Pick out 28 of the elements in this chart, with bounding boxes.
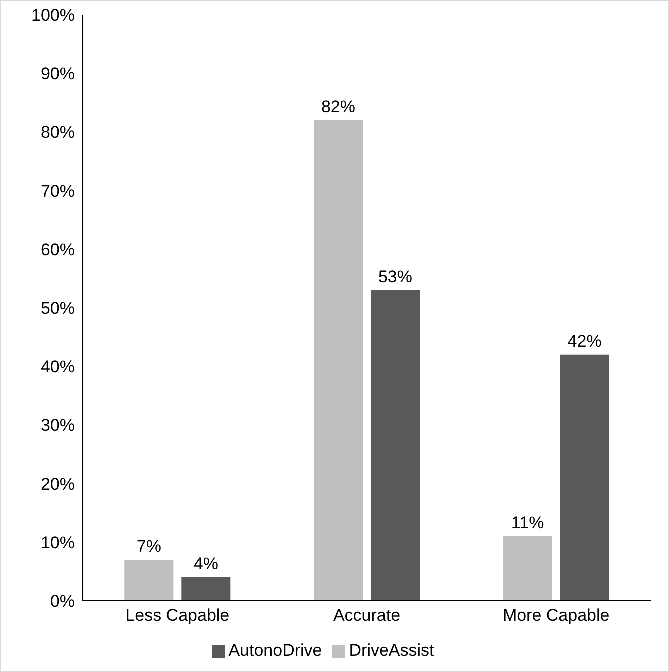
bar bbox=[560, 354, 610, 601]
y-tick-label: 70% bbox=[40, 182, 75, 201]
data-label: 42% bbox=[568, 332, 602, 351]
data-label: 11% bbox=[511, 514, 544, 533]
x-tick-label: Accurate bbox=[333, 606, 401, 626]
bar bbox=[314, 120, 363, 601]
x-tick-label: More Capable bbox=[502, 606, 610, 626]
data-label: 7% bbox=[136, 536, 162, 556]
x-tick-label: Less Capable bbox=[126, 606, 230, 626]
bar bbox=[182, 578, 231, 601]
data-label: 82% bbox=[321, 97, 356, 116]
data-label: 53% bbox=[378, 267, 412, 286]
y-tick-label: 0% bbox=[50, 592, 75, 612]
legend-label: DriveAssist bbox=[349, 641, 434, 660]
y-tick-label: 80% bbox=[40, 123, 75, 142]
data-label: 4% bbox=[194, 554, 218, 574]
y-tick-label: 20% bbox=[40, 474, 75, 494]
bar bbox=[124, 560, 174, 601]
y-tick-label: 90% bbox=[40, 64, 75, 84]
y-tick-label: 60% bbox=[40, 240, 75, 260]
y-tick-label: 100% bbox=[32, 6, 75, 26]
y-tick-label: 40% bbox=[40, 358, 75, 377]
bar bbox=[370, 290, 420, 601]
y-tick-label: 30% bbox=[40, 416, 75, 436]
bar bbox=[503, 536, 552, 601]
y-tick-label: 10% bbox=[40, 533, 75, 552]
legend-label: AutonoDrive bbox=[228, 641, 322, 660]
y-tick-label: 50% bbox=[40, 299, 75, 318]
